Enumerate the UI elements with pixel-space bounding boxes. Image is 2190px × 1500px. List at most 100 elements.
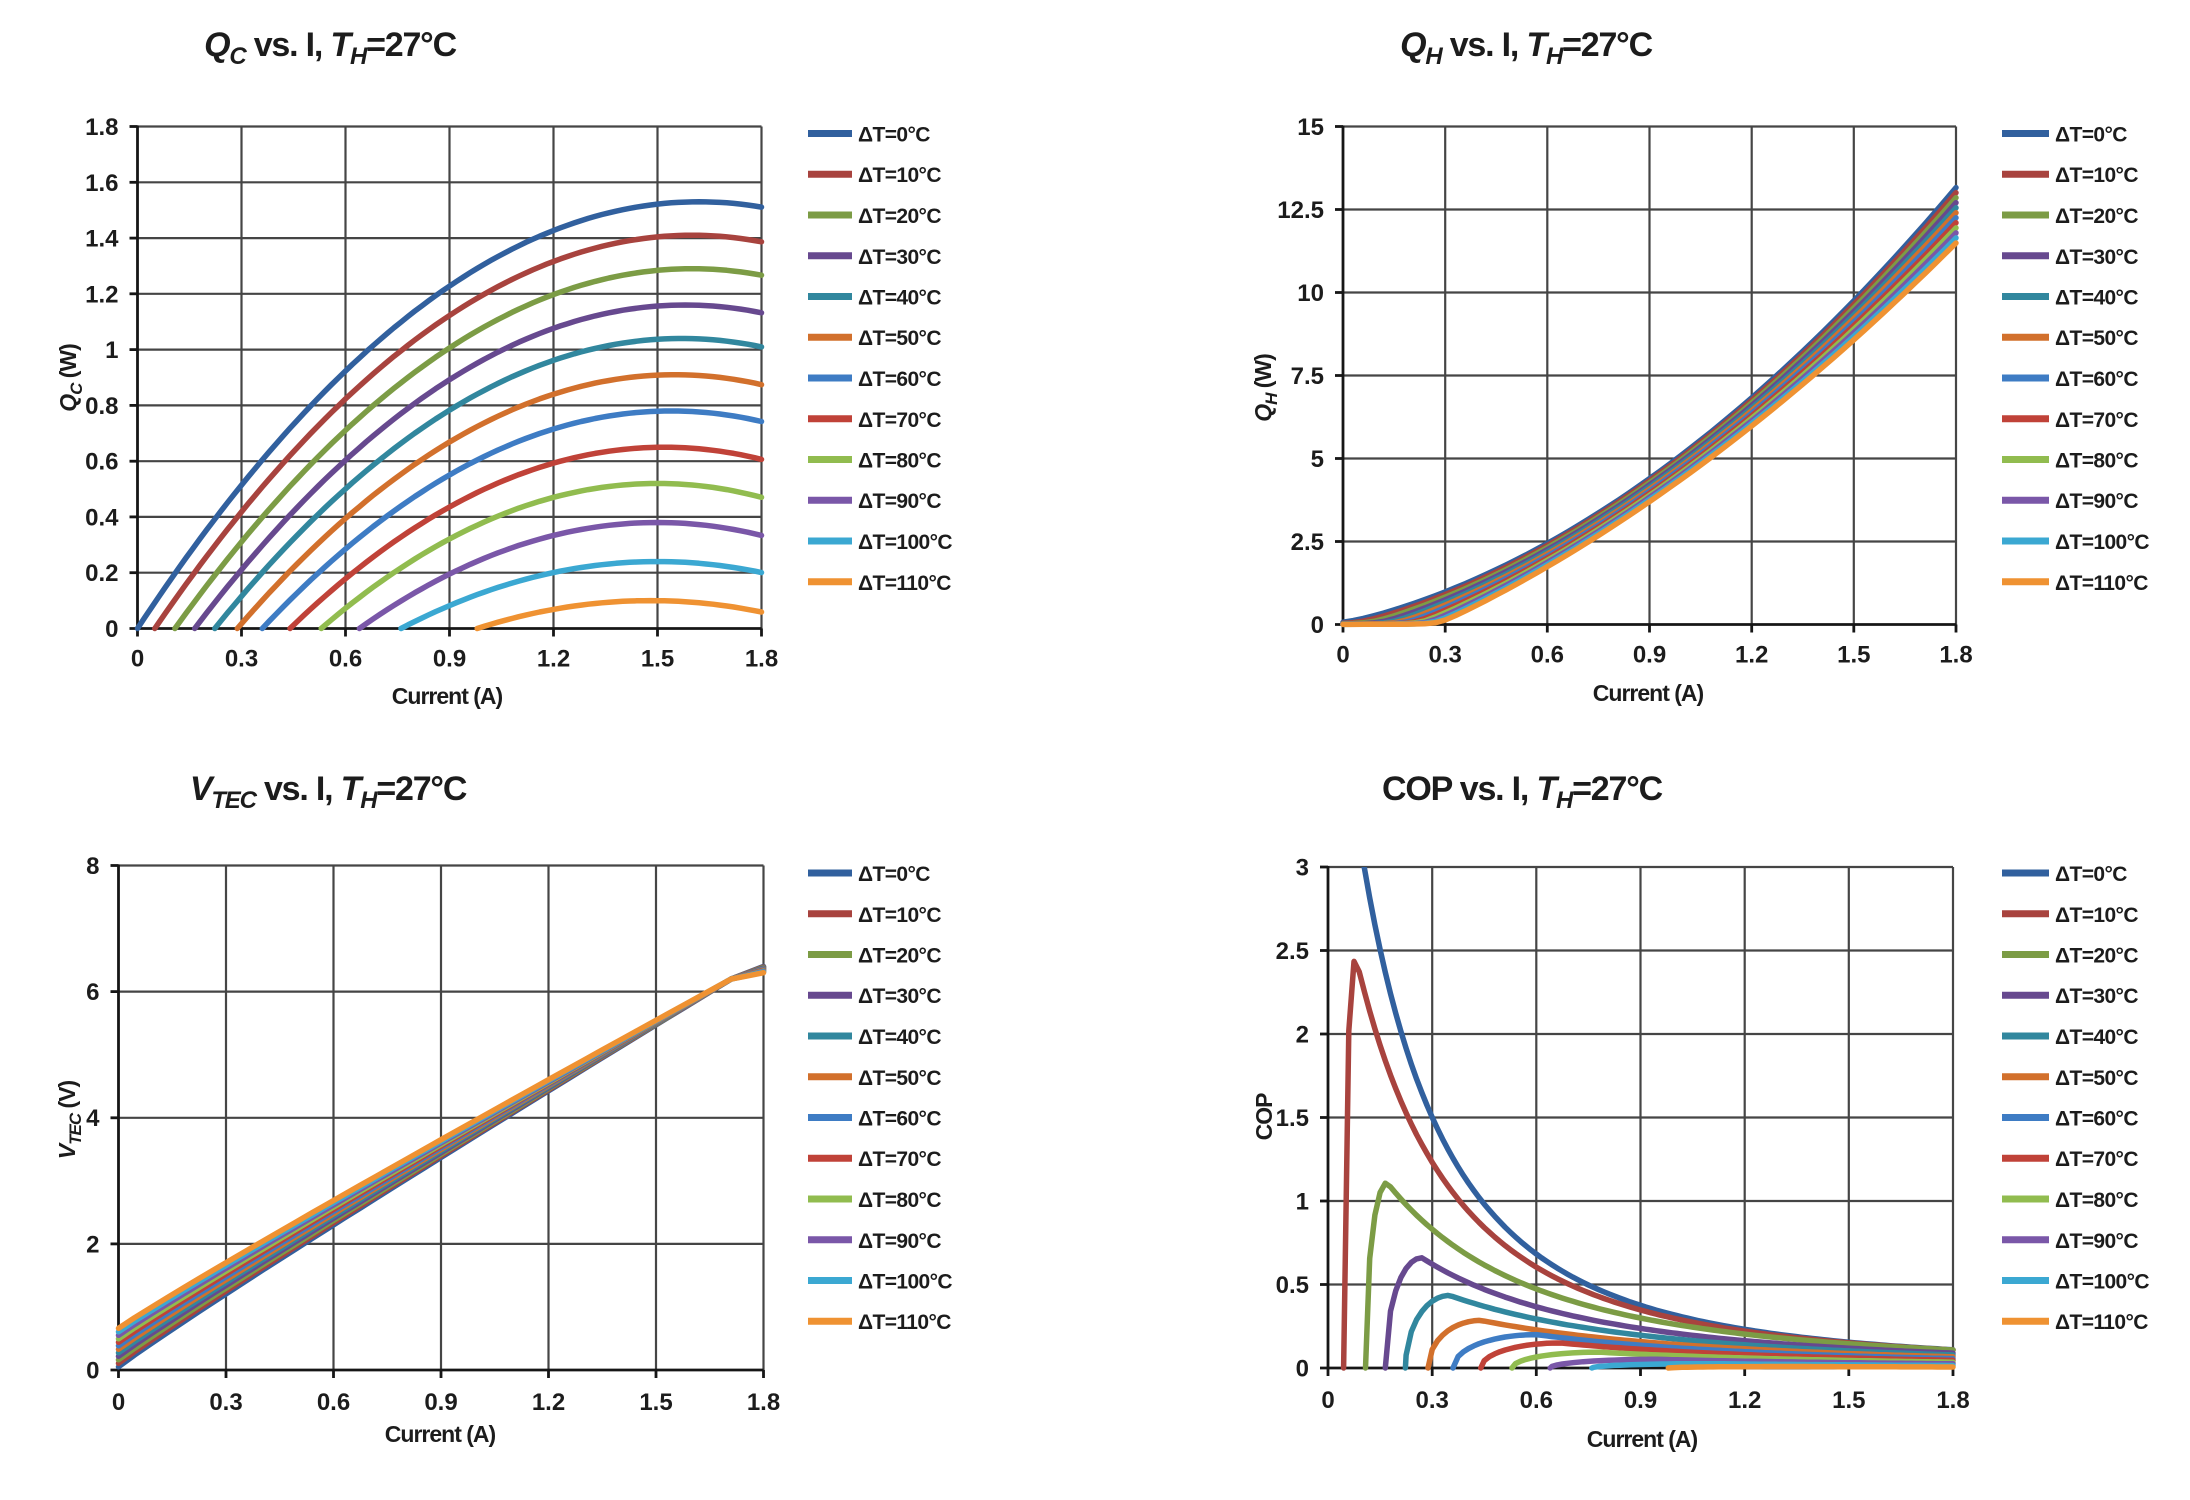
svg-text:1.5: 1.5 [1832, 1387, 1865, 1414]
svg-text:ΔT=80°C: ΔT=80°C [858, 1189, 941, 1212]
svg-text:1.6: 1.6 [85, 170, 118, 197]
svg-text:ΔT=70°C: ΔT=70°C [2055, 1148, 2138, 1171]
svg-text:0.9: 0.9 [424, 1389, 457, 1416]
svg-text:Current (A): Current (A) [1587, 1426, 1698, 1452]
svg-text:0.6: 0.6 [1531, 642, 1564, 669]
svg-text:1: 1 [105, 337, 118, 364]
svg-text:ΔT=100°C: ΔT=100°C [858, 1271, 952, 1294]
svg-text:5: 5 [1311, 446, 1324, 473]
svg-text:ΔT=110°C: ΔT=110°C [858, 572, 951, 595]
svg-text:COP vs. I, TH=27°C: COP vs. I, TH=27°C [1382, 770, 1663, 814]
svg-text:0.3: 0.3 [1416, 1387, 1449, 1414]
svg-text:VTEC (V): VTEC (V) [54, 1080, 85, 1159]
svg-text:0: 0 [131, 646, 144, 673]
svg-text:1.8: 1.8 [745, 646, 778, 673]
svg-text:ΔT=60°C: ΔT=60°C [2055, 1108, 2138, 1131]
svg-text:1.2: 1.2 [537, 646, 570, 673]
svg-text:ΔT=10°C: ΔT=10°C [2055, 904, 2138, 927]
svg-text:QH vs. I, TH=27°C: QH vs. I, TH=27°C [1400, 26, 1652, 70]
svg-text:ΔT=30°C: ΔT=30°C [858, 985, 941, 1008]
svg-text:0.6: 0.6 [317, 1389, 350, 1416]
svg-text:1.8: 1.8 [85, 114, 118, 141]
svg-text:1.2: 1.2 [1735, 642, 1768, 669]
svg-text:ΔT=20°C: ΔT=20°C [2055, 945, 2138, 968]
svg-text:ΔT=30°C: ΔT=30°C [2055, 246, 2138, 269]
svg-text:ΔT=30°C: ΔT=30°C [858, 246, 941, 269]
svg-text:ΔT=80°C: ΔT=80°C [858, 450, 941, 473]
svg-text:0.4: 0.4 [85, 504, 119, 531]
svg-text:0.3: 0.3 [225, 646, 258, 673]
svg-text:ΔT=110°C: ΔT=110°C [858, 1311, 951, 1334]
svg-text:ΔT=60°C: ΔT=60°C [858, 1108, 941, 1131]
svg-text:ΔT=20°C: ΔT=20°C [858, 945, 941, 968]
svg-text:0.8: 0.8 [85, 393, 118, 420]
svg-text:QH (W): QH (W) [1250, 354, 1281, 422]
svg-text:ΔT=0°C: ΔT=0°C [858, 124, 930, 147]
svg-text:10: 10 [1297, 280, 1324, 307]
svg-text:0: 0 [1296, 1356, 1309, 1383]
svg-text:ΔT=0°C: ΔT=0°C [2055, 124, 2127, 147]
svg-text:QC (W): QC (W) [55, 344, 86, 412]
svg-text:Current (A): Current (A) [385, 1421, 496, 1447]
svg-text:0.9: 0.9 [433, 646, 466, 673]
svg-text:2.5: 2.5 [1291, 529, 1324, 556]
svg-text:ΔT=80°C: ΔT=80°C [2055, 450, 2138, 473]
svg-text:0: 0 [1336, 642, 1349, 669]
svg-text:0.5: 0.5 [1276, 1272, 1309, 1299]
svg-text:Current (A): Current (A) [392, 683, 503, 709]
svg-text:ΔT=60°C: ΔT=60°C [858, 368, 941, 391]
svg-text:VTEC vs. I, TH=27°C: VTEC vs. I, TH=27°C [190, 770, 467, 814]
svg-text:ΔT=80°C: ΔT=80°C [2055, 1189, 2138, 1212]
svg-text:1.5: 1.5 [641, 646, 674, 673]
svg-text:ΔT=60°C: ΔT=60°C [2055, 368, 2138, 391]
svg-text:ΔT=10°C: ΔT=10°C [858, 904, 941, 927]
svg-text:ΔT=50°C: ΔT=50°C [858, 1067, 941, 1090]
svg-text:ΔT=110°C: ΔT=110°C [2055, 572, 2148, 595]
svg-text:3: 3 [1296, 855, 1309, 882]
svg-text:ΔT=100°C: ΔT=100°C [2055, 531, 2149, 554]
svg-text:1.2: 1.2 [85, 281, 118, 308]
svg-text:ΔT=0°C: ΔT=0°C [2055, 863, 2127, 886]
svg-text:ΔT=0°C: ΔT=0°C [858, 863, 930, 886]
svg-text:ΔT=20°C: ΔT=20°C [2055, 205, 2138, 228]
svg-text:ΔT=50°C: ΔT=50°C [858, 327, 941, 350]
svg-text:8: 8 [86, 853, 99, 880]
svg-text:QC vs. I, TH=27°C: QC vs. I, TH=27°C [204, 26, 456, 70]
svg-text:0: 0 [105, 616, 118, 643]
svg-text:ΔT=50°C: ΔT=50°C [2055, 327, 2138, 350]
svg-text:2: 2 [86, 1231, 99, 1258]
svg-text:ΔT=100°C: ΔT=100°C [2055, 1271, 2149, 1294]
svg-text:ΔT=90°C: ΔT=90°C [2055, 1230, 2138, 1253]
svg-text:ΔT=10°C: ΔT=10°C [858, 164, 941, 187]
svg-text:ΔT=40°C: ΔT=40°C [858, 1026, 941, 1049]
svg-text:ΔT=90°C: ΔT=90°C [2055, 490, 2138, 513]
svg-text:0: 0 [1321, 1387, 1334, 1414]
svg-text:ΔT=110°C: ΔT=110°C [2055, 1311, 2148, 1334]
svg-text:0.3: 0.3 [209, 1389, 242, 1416]
svg-text:4: 4 [86, 1105, 100, 1132]
svg-text:1.4: 1.4 [85, 226, 119, 253]
svg-text:2.5: 2.5 [1276, 938, 1309, 965]
svg-text:ΔT=100°C: ΔT=100°C [858, 531, 952, 554]
svg-text:1.5: 1.5 [1837, 642, 1870, 669]
svg-text:1: 1 [1296, 1189, 1309, 1216]
svg-text:1.8: 1.8 [1939, 642, 1972, 669]
svg-text:1.5: 1.5 [639, 1389, 672, 1416]
svg-text:12.5: 12.5 [1277, 197, 1324, 224]
svg-text:0.6: 0.6 [329, 646, 362, 673]
svg-text:0.6: 0.6 [1520, 1387, 1553, 1414]
svg-text:ΔT=40°C: ΔT=40°C [858, 287, 941, 310]
svg-text:Current (A): Current (A) [1593, 680, 1704, 706]
svg-text:ΔT=10°C: ΔT=10°C [2055, 164, 2138, 187]
svg-text:ΔT=70°C: ΔT=70°C [858, 1148, 941, 1171]
svg-text:ΔT=90°C: ΔT=90°C [858, 1230, 941, 1253]
svg-text:0.3: 0.3 [1429, 642, 1462, 669]
svg-text:ΔT=70°C: ΔT=70°C [2055, 409, 2138, 432]
svg-text:0: 0 [112, 1389, 125, 1416]
svg-text:ΔT=30°C: ΔT=30°C [2055, 985, 2138, 1008]
svg-text:0.9: 0.9 [1624, 1387, 1657, 1414]
svg-text:1.8: 1.8 [1936, 1387, 1969, 1414]
svg-text:0.9: 0.9 [1633, 642, 1666, 669]
svg-text:1.2: 1.2 [532, 1389, 565, 1416]
svg-text:ΔT=20°C: ΔT=20°C [858, 205, 941, 228]
